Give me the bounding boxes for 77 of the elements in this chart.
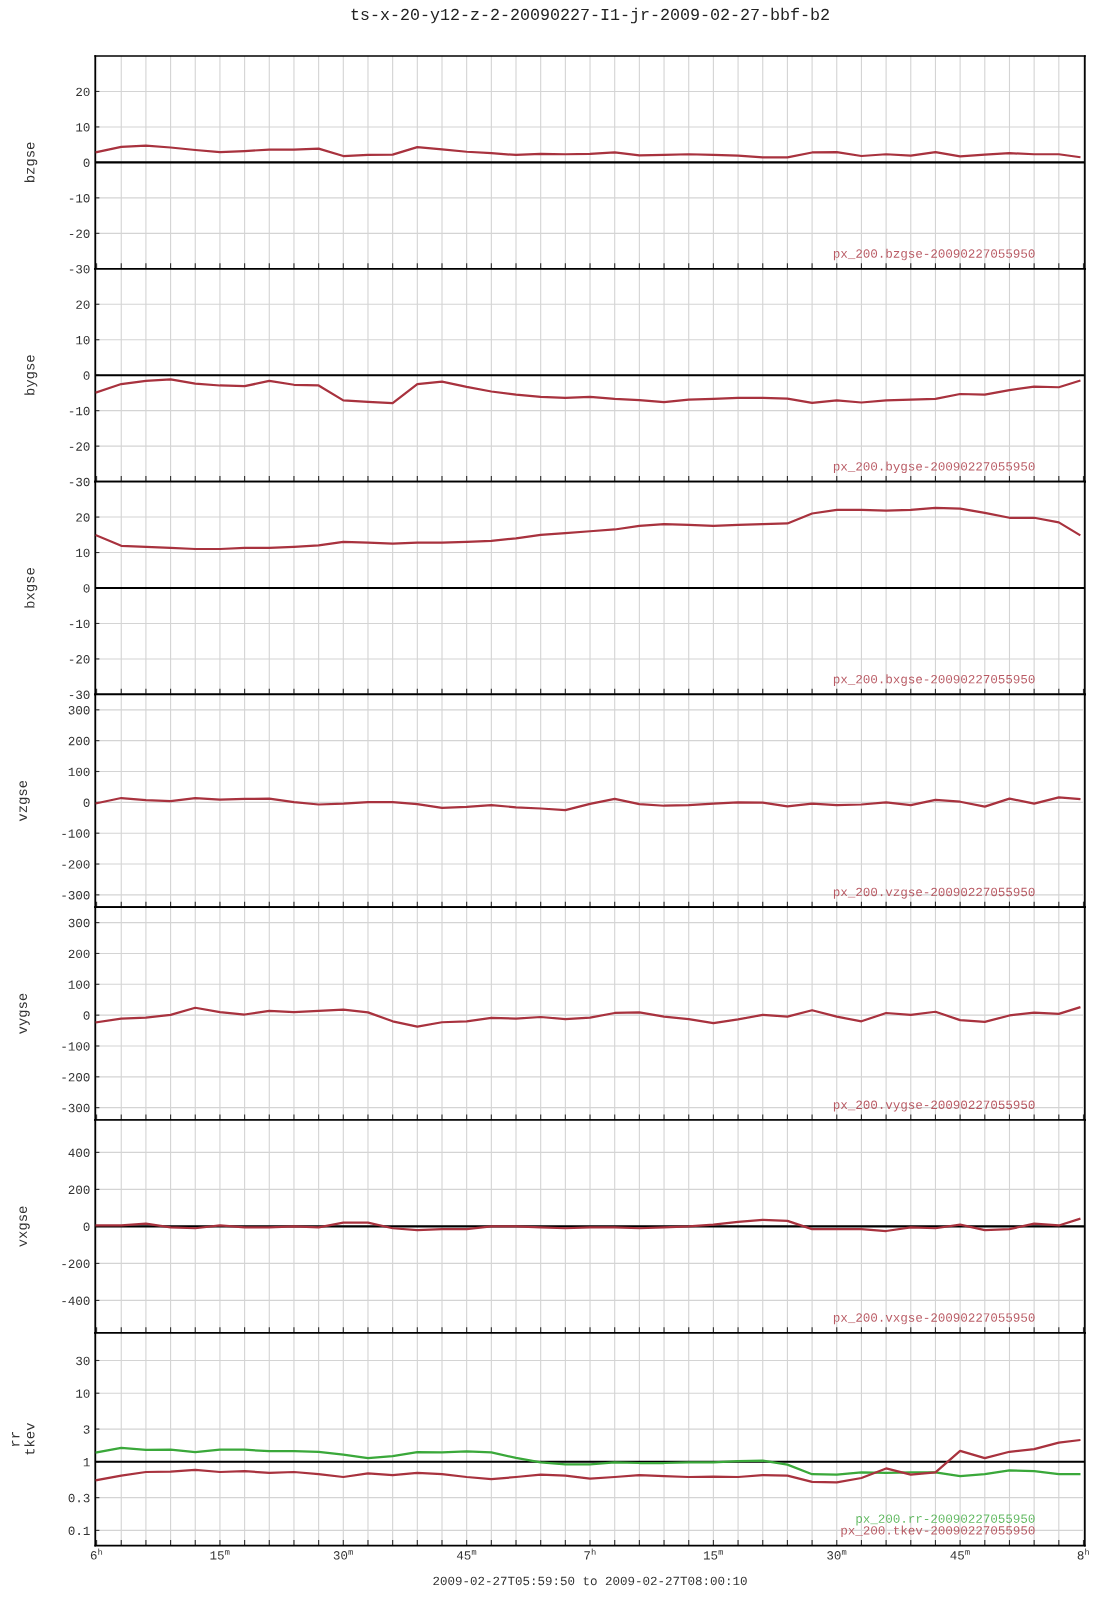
y-tick-label: 10 xyxy=(76,335,90,345)
y-tick-label: -100 xyxy=(62,1042,90,1051)
line-series xyxy=(95,506,1081,551)
x-tick-label: 15$^{m}$ xyxy=(703,1550,723,1560)
y-tick-label: 0 xyxy=(83,1222,90,1232)
y-tick-label: -10 xyxy=(69,406,90,416)
y-tick-label: -30 xyxy=(69,477,90,487)
text: px_200.bygse-20090227055950 xyxy=(833,461,1035,474)
y-tick-label: 300 xyxy=(68,705,90,715)
y-tick-label: -20 xyxy=(69,442,90,451)
chart-title: ts-x-20-y12-z-2-20090227-I1-jr-2009-02-27-bbf-b2 xyxy=(351,7,829,24)
y-tick-label: 20 xyxy=(76,300,90,309)
y-tick-label: -200 xyxy=(62,1259,90,1269)
y-tick-label: 30 xyxy=(76,1356,90,1366)
y-axis-title: rr tkev xyxy=(11,1423,35,1455)
line-series xyxy=(95,1446,1081,1478)
y-tick-label: 0 xyxy=(83,584,90,593)
y-tick-label: 0.1 xyxy=(68,1526,90,1536)
y-axis-title: bxgse xyxy=(24,568,38,608)
line-series xyxy=(95,1217,1081,1233)
line-series xyxy=(95,796,1081,812)
x-tick-label: 6$^{h}$ xyxy=(90,1548,103,1560)
line-series xyxy=(95,378,1081,405)
x-tick-label: 45$^{m}$ xyxy=(950,1550,970,1560)
text: px_200.vxgse-20090227055950 xyxy=(833,1313,1035,1325)
y-tick-label: 20 xyxy=(76,513,90,522)
y-tick-label: -30 xyxy=(69,264,90,274)
y-tick-label: 300 xyxy=(68,918,90,928)
text: px_200.vzgse-20090227055950 xyxy=(833,887,1035,899)
y-tick-label: 100 xyxy=(68,767,90,777)
x-tick-label: 30$^{m}$ xyxy=(333,1550,353,1560)
x-tick-label: 15$^{m}$ xyxy=(210,1550,230,1560)
y-tick-label: 0 xyxy=(83,798,90,807)
y-tick-label: -200 xyxy=(62,860,90,869)
y-axis-title: bzgse xyxy=(24,142,38,183)
y-tick-label: -30 xyxy=(69,690,90,700)
text: px_200.tkev-20090227055950 xyxy=(841,1525,1035,1538)
y-axis-title: vxgse xyxy=(19,1206,30,1247)
y-axis-title: bygse xyxy=(24,355,38,395)
y-tick-label: 10 xyxy=(76,123,90,132)
y-tick-label: -100 xyxy=(62,829,90,838)
line-series xyxy=(95,1439,1081,1484)
y-tick-label: 400 xyxy=(68,1148,90,1158)
y-tick-label: -10 xyxy=(69,194,90,203)
text: px_200.bzgse-20090227055950 xyxy=(833,248,1035,261)
y-tick-label: -300 xyxy=(62,1103,90,1113)
y-tick-label: 200 xyxy=(68,1185,90,1195)
y-tick-label: 10 xyxy=(76,548,90,558)
y-tick-label: 20 xyxy=(76,87,90,97)
y-axis-title: vzgse xyxy=(19,780,30,822)
line-series xyxy=(95,144,1081,159)
x-axis-title: 2009-02-27T05:59:50 to 2009-02-27T08:00:10 xyxy=(433,1576,747,1586)
y-tick-label: -300 xyxy=(62,891,90,900)
y-tick-label: 0 xyxy=(83,158,90,168)
y-tick-label: 100 xyxy=(68,980,90,989)
y-tick-label: 0 xyxy=(83,371,90,380)
x-tick-label: 45$^{m}$ xyxy=(456,1550,477,1560)
y-tick-label: 0 xyxy=(83,1011,90,1020)
y-tick-label: 200 xyxy=(68,949,90,959)
x-tick-label: 7$^{h}$ xyxy=(584,1548,596,1560)
y-tick-label: 200 xyxy=(68,736,90,746)
text: px_200.rr-20090227055950 xyxy=(856,1514,1035,1526)
y-tick-label: -10 xyxy=(69,619,90,629)
line-series xyxy=(95,1006,1081,1028)
x-tick-label: 8$^{h}$ xyxy=(1077,1548,1089,1560)
y-tick-label: 3 xyxy=(83,1425,90,1434)
y-tick-label: 1 xyxy=(83,1458,90,1467)
y-tick-label: 10 xyxy=(76,1389,90,1398)
y-tick-label: -20 xyxy=(69,229,90,238)
text: px_200.vygse-20090227055950 xyxy=(833,1100,1035,1112)
y-tick-label: -20 xyxy=(69,655,90,664)
x-tick-label: 30$^{m}$ xyxy=(827,1550,847,1560)
y-axis-title: vygse xyxy=(19,993,30,1034)
y-tick-label: -400 xyxy=(62,1296,90,1306)
y-tick-label: 0.3 xyxy=(68,1493,90,1503)
text: px_200.bxgse-20090227055950 xyxy=(833,674,1035,686)
y-tick-label: -200 xyxy=(62,1072,90,1082)
